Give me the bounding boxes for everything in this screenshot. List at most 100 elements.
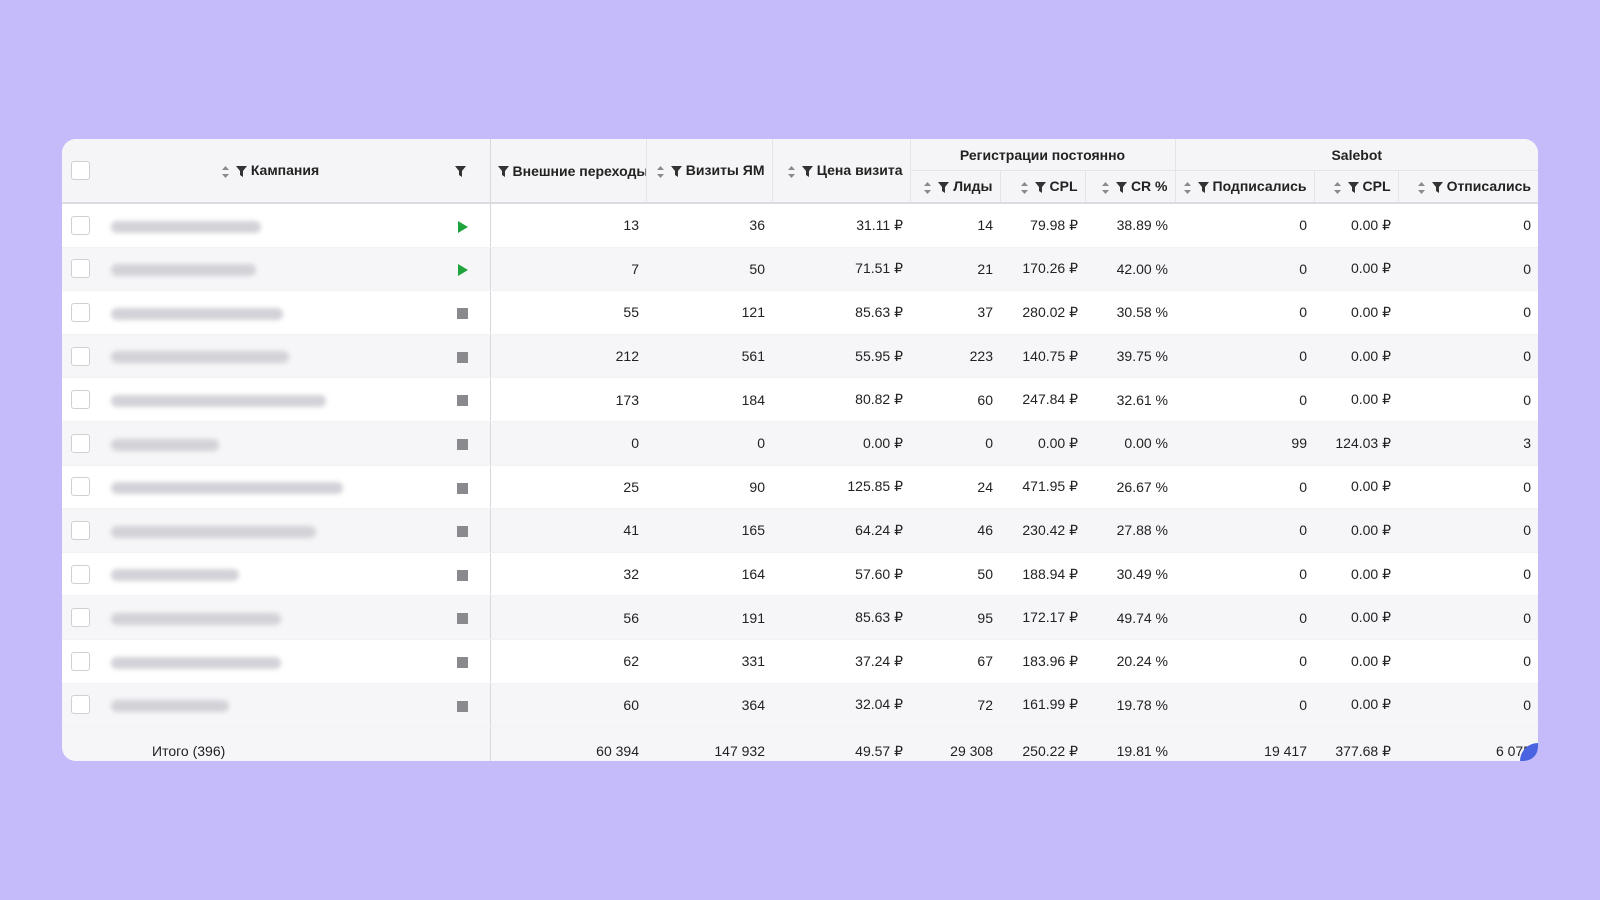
stop-icon[interactable] [457,308,469,320]
cell-status[interactable] [436,639,490,684]
cell-campaign-name[interactable] [104,334,436,379]
stop-icon[interactable] [457,613,469,625]
row-checkbox[interactable] [71,302,90,322]
cell-campaign-name[interactable] [104,552,436,597]
stop-icon[interactable] [457,700,469,712]
table-row[interactable]: 62 331 37.24 ₽67 183.96 ₽20.24 % 0 0.00 ₽0 [62,639,1538,684]
stop-icon[interactable] [457,395,469,407]
sort-icon[interactable] [1101,181,1110,195]
row-checkbox[interactable] [71,477,90,497]
sort-icon[interactable] [656,165,665,179]
table-row[interactable]: 0 0 0.00 ₽0 0.00 ₽0.00 % 99 124.03 ₽3 [62,421,1538,466]
sort-icon[interactable] [1020,181,1029,195]
sort-icon[interactable] [787,165,796,179]
col-cpl[interactable]: CPL [999,170,1085,204]
filter-icon[interactable] [455,166,467,178]
cell-status[interactable] [436,421,490,466]
resize-handle[interactable] [1520,743,1538,761]
row-checkbox[interactable] [71,608,90,628]
stop-icon[interactable] [457,569,469,581]
cell-campaign-name[interactable] [104,683,436,728]
stop-icon[interactable] [457,439,469,451]
col-external[interactable]: Внешние переходы [489,139,646,204]
stop-icon[interactable] [457,351,469,363]
cell-status[interactable] [436,683,490,728]
cell-status[interactable] [436,203,490,248]
table-row[interactable]: 173 184 80.82 ₽60 247.84 ₽32.61 % 0 0.00 ₽0 [62,377,1538,422]
cell-campaign-name[interactable] [104,247,436,292]
filter-icon[interactable] [1431,182,1443,194]
row-select-cell [62,203,104,248]
table-row[interactable]: 32 164 57.60 ₽50 188.94 ₽30.49 % 0 0.00 ₽0 [62,552,1538,597]
table-row[interactable]: 25 90 125.85 ₽24 471.95 ₽26.67 % 0 0.00 ₽0 [62,465,1538,510]
cell-campaign-name[interactable] [104,508,436,553]
filter-icon[interactable] [1197,182,1209,194]
row-checkbox[interactable] [71,390,90,410]
cell-status[interactable] [436,377,490,422]
filter-icon[interactable] [801,166,813,178]
filter-icon[interactable] [938,182,950,194]
cell-status[interactable] [436,508,490,553]
cell-campaign-name[interactable] [104,595,436,640]
col-campaign[interactable]: Кампания [104,139,436,204]
table-row[interactable]: 41 165 64.24 ₽46 230.42 ₽27.88 % 0 0.00 ₽0 [62,508,1538,553]
col-visit-price[interactable]: Цена визита [771,139,910,204]
table-row[interactable]: 7 50 71.51 ₽21 170.26 ₽42.00 % 0 0.00 ₽0 [62,247,1538,292]
cell-status[interactable] [436,552,490,597]
col-salebot-cpl[interactable]: CPL [1313,170,1398,204]
totals-spacer [436,726,490,761]
table-row[interactable]: 212 561 55.95 ₽223 140.75 ₽39.75 % 0 0.00 ₽0 [62,334,1538,379]
sort-icon[interactable] [1183,181,1192,195]
play-icon[interactable] [457,220,468,233]
cell-leads: 223 [910,334,1000,379]
table-row[interactable]: 13 36 31.11 ₽14 79.98 ₽38.89 % 0 0.00 ₽0 [62,203,1538,248]
col-unsubscribed[interactable]: Отписались [1397,170,1538,204]
cell-status[interactable] [436,290,490,335]
stop-icon[interactable] [457,482,469,494]
cell-status[interactable] [436,334,490,379]
cell-campaign-name[interactable] [104,639,436,684]
sort-icon[interactable] [923,181,932,195]
col-status-filter[interactable] [436,139,490,204]
sort-icon[interactable] [1333,181,1342,195]
col-cr[interactable]: CR % [1084,170,1175,204]
row-checkbox[interactable] [71,651,90,671]
sort-icon[interactable] [1417,181,1426,195]
row-checkbox[interactable] [71,564,90,584]
sort-icon[interactable] [221,165,230,179]
filter-icon[interactable] [670,166,682,178]
row-checkbox[interactable] [71,215,90,235]
filter-icon[interactable] [1347,182,1359,194]
stop-icon[interactable] [457,657,469,669]
col-visits[interactable]: Визиты ЯМ [645,139,772,204]
row-checkbox[interactable] [71,259,90,279]
cell-status[interactable] [436,247,490,292]
row-checkbox[interactable] [71,520,90,540]
cell-campaign-name[interactable] [104,421,436,466]
filter-icon[interactable] [1034,182,1046,194]
filter-icon[interactable] [235,166,247,178]
cell-status[interactable] [436,595,490,640]
col-leads[interactable]: Лиды [909,170,1000,204]
row-checkbox[interactable] [71,346,90,366]
cell-campaign-name[interactable] [104,290,436,335]
cell-subscribed: 0 [1175,247,1314,292]
cell-subscribed: 99 [1175,421,1314,466]
cell-status[interactable] [436,465,490,510]
cell-campaign-name[interactable] [104,465,436,510]
cell-campaign-name[interactable] [104,203,436,248]
play-icon[interactable] [457,264,468,277]
table-row[interactable]: 60 364 32.04 ₽72 161.99 ₽19.78 % 0 0.00 ₽0 [62,683,1538,728]
table-row[interactable]: 56 191 85.63 ₽95 172.17 ₽49.74 % 0 0.00 ₽0 [62,595,1538,640]
row-checkbox[interactable] [71,695,90,715]
filter-icon[interactable] [497,166,509,178]
cell-subscribed: 0 [1175,683,1314,728]
col-subscribed[interactable]: Подписались [1174,170,1314,204]
col-visits-label: Визиты ЯМ [685,162,765,179]
table-row[interactable]: 55 121 85.63 ₽37 280.02 ₽30.58 % 0 0.00 ₽0 [62,290,1538,335]
select-all-checkbox[interactable] [71,161,90,180]
row-checkbox[interactable] [71,433,90,453]
filter-icon[interactable] [1115,182,1127,194]
stop-icon[interactable] [457,526,469,538]
cell-campaign-name[interactable] [104,377,436,422]
